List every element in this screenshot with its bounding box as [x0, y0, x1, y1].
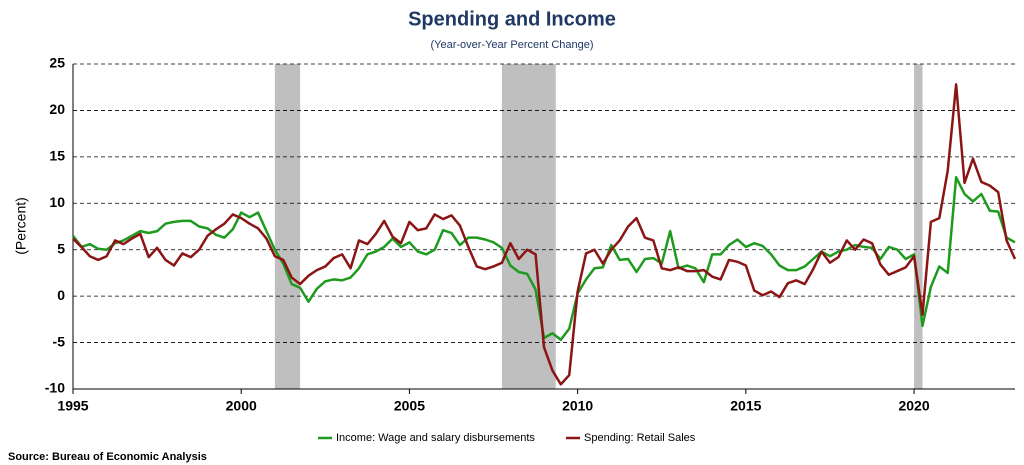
- x-tick-label: 2005: [394, 398, 425, 414]
- chart-subtitle: (Year-over-Year Percent Change): [430, 39, 593, 51]
- recession-band: [501, 64, 556, 389]
- y-tick-label: 10: [49, 194, 65, 210]
- x-tick-label: 1995: [57, 398, 88, 414]
- recession-band: [274, 64, 301, 389]
- y-tick-label: -10: [45, 380, 65, 396]
- y-tick-label: 25: [49, 55, 65, 71]
- series-line: [72, 83, 1017, 386]
- x-tick-label: 2010: [562, 398, 593, 414]
- recession-band: [914, 64, 923, 389]
- legend-label: Income: Wage and salary disbursements: [336, 432, 535, 444]
- x-tick-label: 2015: [730, 398, 761, 414]
- y-axis-label: (Percent): [13, 197, 29, 255]
- legend-label: Spending: Retail Sales: [584, 432, 696, 444]
- y-tick-label: -5: [53, 333, 66, 349]
- x-tick-label: 2020: [898, 398, 929, 414]
- y-tick-label: 20: [49, 101, 65, 117]
- source: Source: Bureau of Economic Analysis: [8, 451, 207, 463]
- y-tick-label: 0: [57, 287, 65, 303]
- x-tick-label: 2000: [226, 398, 257, 414]
- y-tick-label: 15: [49, 148, 65, 164]
- y-tick-label: 5: [57, 240, 65, 256]
- chart-title: Spending and Income: [408, 8, 616, 30]
